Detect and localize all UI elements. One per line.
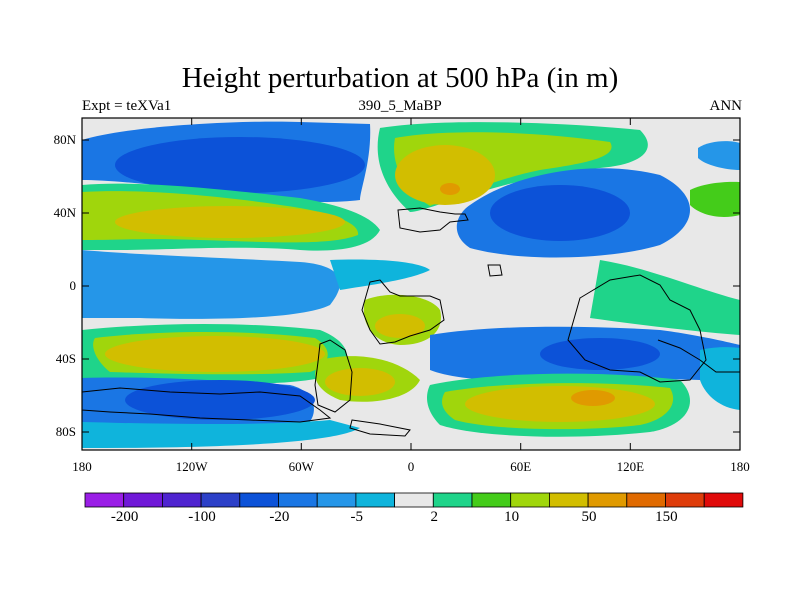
colorbar-box-11 (510, 492, 550, 508)
colorbar-box-9 (432, 492, 473, 508)
colorbar-label-2: 2 (430, 509, 438, 525)
lon-label-60e: 60E (510, 459, 532, 474)
lon-label-180w: 180 (72, 459, 92, 474)
coastlines (82, 207, 740, 437)
colorbar-label-50: 50 (581, 509, 597, 525)
colorbar-label-neg200: -200 (110, 509, 139, 525)
colorbar-box-7 (355, 492, 395, 508)
lon-label-120w: 120W (175, 459, 208, 474)
colorbar-label-neg100: -100 (188, 509, 216, 525)
colorbar-box-13 (587, 492, 628, 508)
axis-ticks (82, 118, 740, 450)
colorbar-box-0 (84, 492, 125, 508)
contour-fill (82, 121, 740, 448)
colorbar-box-6 (316, 492, 357, 508)
colorbar-box-8 (394, 492, 434, 508)
colorbar-label-neg5: -5 (350, 509, 364, 525)
map-title: Height perturbation at 500 hPa (in m) (181, 62, 619, 94)
lon-label-120e: 120E (616, 459, 645, 474)
colorbar-box-1 (123, 492, 163, 508)
lat-label-40s: 40S (55, 351, 76, 366)
colorbar-box-12 (549, 492, 589, 508)
lon-label-180e: 180 (730, 459, 750, 474)
colorbar-box-16 (703, 492, 744, 508)
colorbar-box-15 (665, 492, 705, 508)
lon-label-60w: 60W (288, 459, 314, 474)
colorbar-box-4 (239, 492, 279, 508)
lon-label-0: 0 (407, 459, 415, 474)
colorbar-box-2 (161, 492, 202, 508)
colorbar-label-150: 150 (655, 509, 678, 525)
colorbar-box-3 (200, 492, 241, 508)
colorbar (84, 492, 744, 508)
experiment-label: Expt = teXVa1 (82, 98, 172, 114)
season-label: ANN (709, 98, 743, 114)
colorbar-box-5 (278, 492, 318, 508)
lat-label-40n: 40N (53, 205, 76, 220)
colorbar-box-14 (626, 492, 666, 508)
colorbar-label-neg20: -20 (269, 509, 290, 525)
case-label: 390_5_MaBP (358, 98, 442, 114)
colorbar-box-10 (471, 492, 512, 508)
lat-label-80n: 80N (53, 132, 76, 147)
colorbar-label-10: 10 (504, 509, 520, 525)
lat-label-0: 0 (69, 278, 77, 293)
lat-label-80s: 80S (55, 424, 76, 439)
